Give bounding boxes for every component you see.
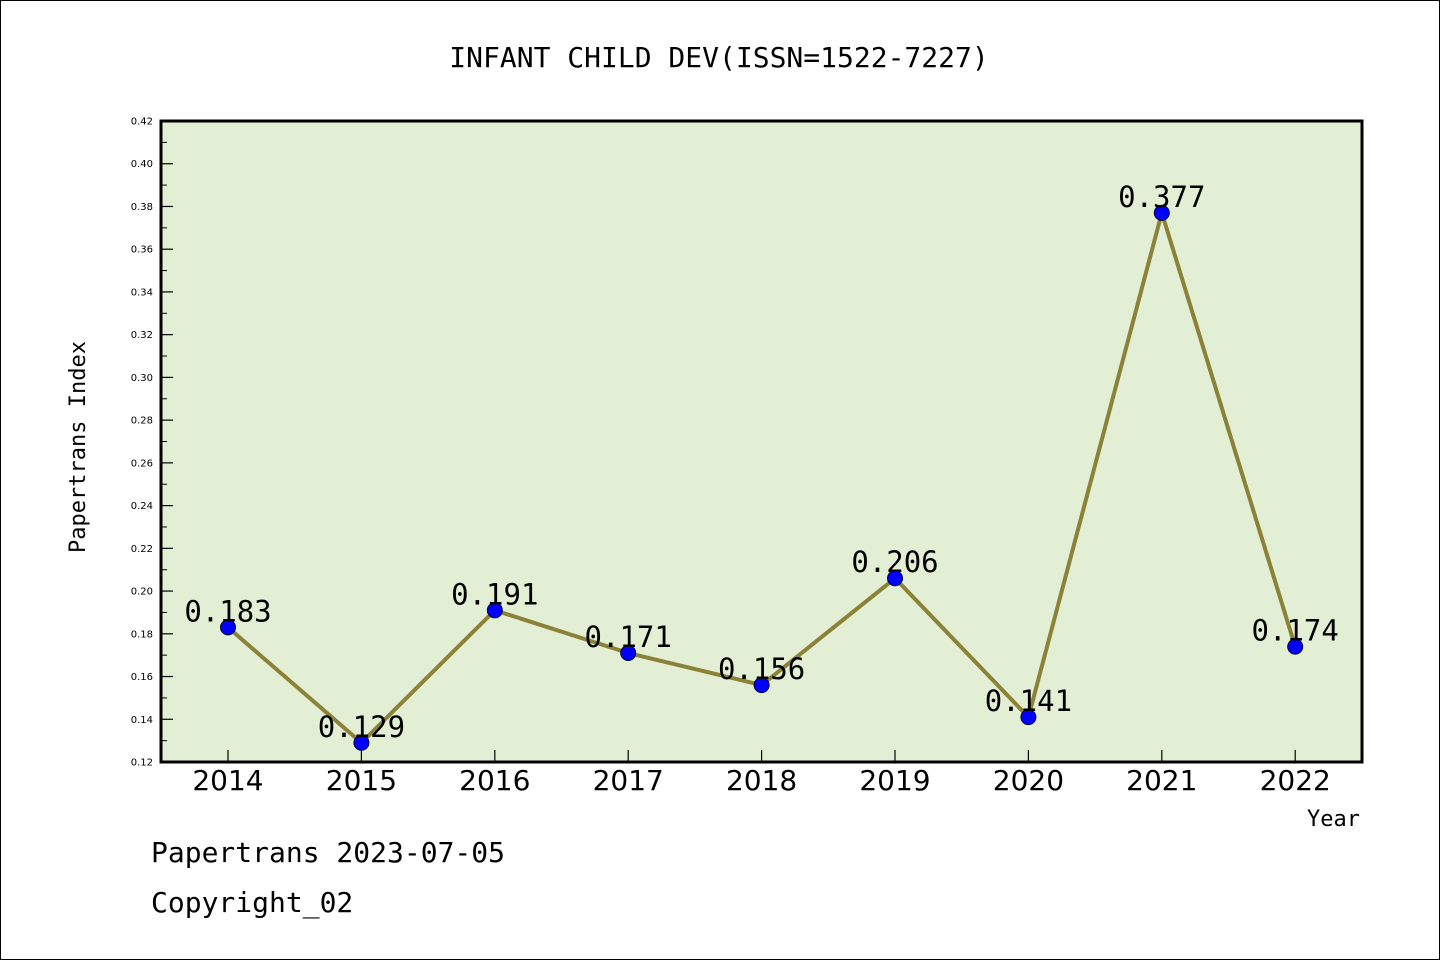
- y-tick-label: 0.26: [131, 458, 153, 469]
- x-tick-label: 2018: [726, 764, 797, 797]
- x-tick-label: 2020: [993, 764, 1064, 797]
- data-point: [887, 570, 903, 587]
- plot-border: [159, 119, 1364, 764]
- data-point: [353, 734, 370, 751]
- data-label: 0.129: [318, 710, 405, 744]
- data-label: 0.156: [718, 652, 805, 686]
- data-point: [1020, 709, 1037, 726]
- y-tick-label: 0.22: [131, 544, 153, 555]
- y-tick-label: 0.42: [131, 117, 153, 128]
- x-tick-label: 2017: [593, 764, 664, 797]
- x-tick-label: 2014: [192, 764, 263, 797]
- data-label: 0.377: [1118, 180, 1205, 214]
- footer-date-text: Papertrans 2023-07-05: [151, 836, 506, 869]
- data-label: 0.183: [184, 594, 271, 628]
- data-point: [753, 677, 770, 694]
- x-tick-label: 2022: [1260, 764, 1331, 797]
- y-tick-label: 0.18: [131, 629, 153, 640]
- data-points: [220, 204, 1304, 751]
- x-axis-title: Year: [1307, 807, 1360, 832]
- data-label: 0.171: [585, 620, 672, 654]
- y-tick-label: 0.20: [131, 587, 153, 598]
- data-point: [1287, 638, 1304, 655]
- y-tick-label: 0.40: [131, 159, 153, 170]
- data-point: [1153, 204, 1170, 221]
- y-tick-label: 0.34: [131, 287, 153, 298]
- footer-copyright-text: Copyright_02: [151, 886, 354, 919]
- x-tick-label: 2021: [1126, 764, 1197, 797]
- x-axis: 2014 2015 2016 2017 2018 2019 2020 2021 2022: [192, 750, 1331, 797]
- data-labels: 0.183 0.129 0.191 0.171 0.156 0.206 0.141 0.377…: [184, 180, 1339, 744]
- y-tick-label: 0.30: [131, 373, 153, 384]
- data-point: [486, 602, 503, 619]
- y-tick-label: 0.32: [131, 330, 153, 341]
- y-axis: 0.12 0.14 0.16 0.18 0.20 0.22 0.24 0.26 0.28 0.30…: [131, 117, 173, 769]
- y-tick-label: 0.38: [131, 202, 153, 213]
- data-label: 0.141: [985, 684, 1072, 718]
- data-label: 0.191: [451, 577, 538, 611]
- data-point: [220, 619, 236, 636]
- y-tick-label: 0.16: [131, 672, 153, 683]
- y-tick-label: 0.28: [131, 416, 153, 427]
- plot-area: [161, 121, 1362, 762]
- y-tick-label: 0.12: [131, 758, 153, 769]
- y-tick-label: 0.36: [131, 245, 153, 256]
- y-tick-label: 0.24: [131, 501, 153, 512]
- x-tick-label: 2016: [459, 764, 530, 797]
- data-point: [620, 645, 637, 662]
- x-tick-label: 2015: [326, 764, 397, 797]
- y-tick-label: 0.14: [131, 715, 153, 726]
- data-label: 0.174: [1252, 614, 1339, 648]
- data-label: 0.206: [851, 545, 938, 579]
- chart-title: INFANT CHILD DEV(ISSN=1522-7227): [449, 41, 988, 74]
- x-tick-label: 2019: [859, 764, 930, 797]
- y-axis-title: Papertrans Index: [66, 341, 91, 553]
